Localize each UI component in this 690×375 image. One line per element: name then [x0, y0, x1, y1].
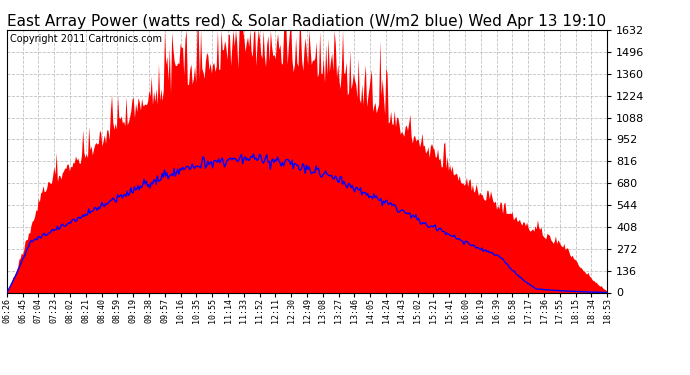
Title: East Array Power (watts red) & Solar Radiation (W/m2 blue) Wed Apr 13 19:10: East Array Power (watts red) & Solar Rad…: [8, 14, 607, 29]
Text: Copyright 2011 Cartronics.com: Copyright 2011 Cartronics.com: [10, 34, 162, 44]
